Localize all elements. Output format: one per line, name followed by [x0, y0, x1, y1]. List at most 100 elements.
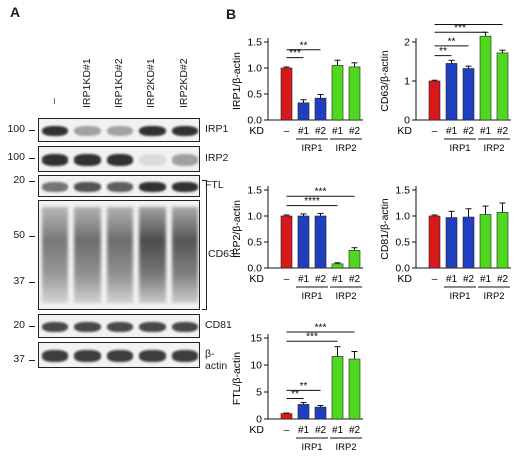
blot-band	[139, 207, 166, 303]
mw-tick	[29, 360, 35, 361]
y-tick-label: 0.0	[247, 115, 262, 127]
lane-label: IRP1KD#1	[80, 58, 93, 108]
bar	[445, 217, 458, 269]
bar	[348, 66, 361, 121]
lane-label: IRP2KD#1	[145, 58, 158, 108]
category-label: #1	[480, 274, 492, 285]
group-label: IRP1	[449, 291, 470, 302]
mw-tick	[29, 282, 35, 283]
category-label: #2	[315, 126, 327, 137]
blot-strip	[38, 175, 200, 197]
blot-band	[42, 182, 69, 192]
blot-band	[106, 321, 134, 333]
bar	[280, 67, 293, 121]
category-label: –	[432, 126, 438, 137]
blot-band	[74, 182, 101, 192]
significance-label: ***	[289, 48, 301, 59]
category-label: #2	[497, 126, 509, 137]
category-label: #1	[446, 126, 458, 137]
bar	[462, 68, 475, 121]
blot-band	[74, 350, 101, 362]
y-tick-label: 1.0	[395, 211, 410, 223]
y-tick-label: 2	[404, 37, 410, 49]
blot-band	[139, 154, 166, 166]
blot-band	[74, 207, 101, 303]
bar	[496, 212, 509, 269]
blot-band	[106, 350, 134, 362]
significance-label: **	[300, 381, 308, 392]
bar	[314, 406, 327, 420]
kd-label: KD	[249, 424, 264, 436]
significance-label: ***	[454, 23, 466, 34]
bar	[496, 52, 509, 121]
category-label: #2	[463, 126, 475, 137]
kd-label: KD	[397, 273, 412, 285]
mw-marker: 20	[13, 319, 25, 331]
category-label: #1	[332, 274, 344, 285]
category-label: #2	[497, 274, 509, 285]
mw-marker: 20	[13, 174, 25, 186]
panel-label-a: A	[10, 4, 21, 20]
lane-label: –	[48, 98, 61, 104]
blot-band	[171, 321, 198, 333]
category-label: #2	[315, 425, 327, 436]
blot-strip	[38, 200, 200, 310]
bar	[348, 250, 361, 269]
group-label: IRP2	[335, 442, 356, 453]
y-axis-label: IRP2/β-actin	[231, 200, 243, 258]
blot-band	[106, 125, 134, 137]
protein-label: IRP2	[205, 152, 229, 164]
significance-label: **	[465, 22, 473, 26]
blot-strip	[38, 314, 200, 338]
significance-label: ***	[315, 187, 327, 198]
protein-label: FTL	[205, 179, 224, 191]
significance-label: ***	[315, 323, 327, 334]
mw-tick	[29, 181, 35, 182]
bar	[331, 65, 344, 121]
category-label: #2	[349, 425, 361, 436]
mw-tick	[29, 158, 35, 159]
blot-band	[171, 125, 198, 137]
y-tick-label: 1.5	[247, 37, 262, 49]
y-tick-label: 0.5	[247, 89, 262, 101]
y-tick-label: 1.5	[247, 185, 262, 197]
category-label: #2	[463, 274, 475, 285]
y-tick-label: 0	[256, 414, 262, 426]
panel-label-b: B	[226, 6, 237, 22]
blot-band	[74, 321, 101, 333]
protein-label: IRP1	[205, 123, 229, 135]
protein-label: CD81	[205, 319, 232, 331]
significance-label: **	[291, 389, 299, 400]
significance-label: **	[300, 40, 308, 51]
group-label: IRP1	[301, 143, 322, 154]
category-label: #1	[332, 425, 344, 436]
y-axis-label: IRP1/β-actin	[231, 52, 243, 110]
bar	[314, 215, 327, 269]
category-label: #2	[349, 274, 361, 285]
bar	[297, 404, 310, 420]
significance-label: **	[439, 46, 447, 57]
y-tick-label: 0.5	[395, 237, 410, 249]
group-label: IRP2	[483, 291, 504, 302]
category-label: #1	[298, 126, 310, 137]
cd63-bracket	[202, 180, 207, 310]
y-tick-label: 1	[404, 76, 410, 88]
category-label: –	[432, 274, 438, 285]
mw-marker: 100	[7, 151, 25, 163]
significance-label: ***	[306, 332, 318, 343]
mw-marker: 37	[13, 275, 25, 287]
y-tick-label: 0.0	[395, 263, 410, 275]
blot-band	[171, 207, 198, 303]
kd-label: KD	[249, 125, 264, 137]
blot-band	[106, 182, 134, 192]
bar	[462, 216, 475, 269]
mw-marker: 50	[13, 229, 25, 241]
bar	[280, 413, 293, 420]
y-tick-label: 5	[256, 387, 262, 399]
lane-label: IRP2KD#2	[177, 58, 190, 108]
blot-band	[42, 125, 69, 137]
